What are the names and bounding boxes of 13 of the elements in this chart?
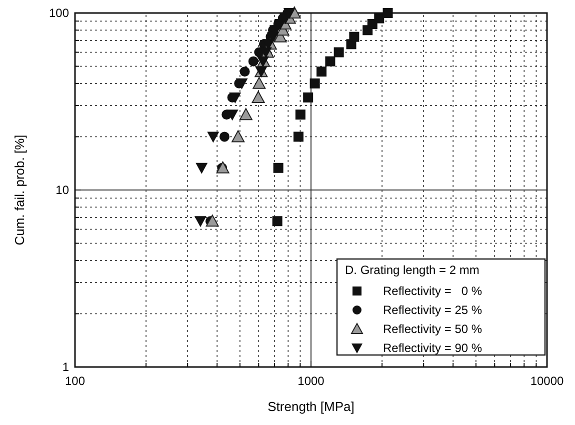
x-tick-label: 10000 (530, 374, 564, 388)
x-tick-label: 1000 (298, 374, 325, 388)
legend-label: Reflectivity = 0 % (383, 284, 482, 298)
y-tick-label: 10 (56, 183, 70, 198)
y-axis-title: Cum. fail. prob. [%] (12, 134, 27, 246)
x-axis-title: Strength [MPa] (268, 399, 354, 414)
legend-label: Reflectivity = 90 % (383, 341, 482, 356)
legend-label: Reflectivity = 25 % (383, 303, 482, 318)
legend-title: D. Grating length = 2 mm (345, 263, 480, 277)
legend-label: Reflectivity = 50 % (383, 322, 482, 336)
y-tick-label: 1 (62, 360, 70, 374)
x-tick-label: 100 (64, 374, 86, 388)
y-tick-label: 100 (48, 6, 70, 20)
